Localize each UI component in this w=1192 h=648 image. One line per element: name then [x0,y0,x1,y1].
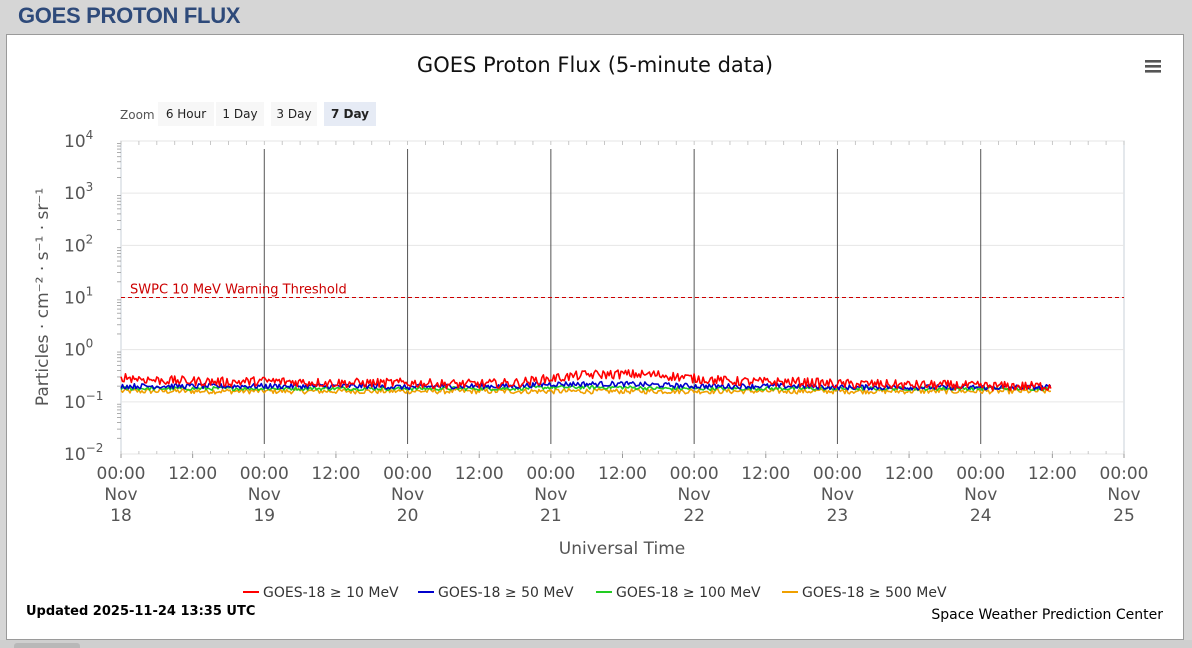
legend-item[interactable]: GOES-18 ≥ 500 MeV [782,585,947,601]
series-lines [120,369,1052,395]
zoom-button-3-day[interactable]: 3 Day [271,102,317,126]
y-tick-label: 100 [64,337,93,361]
x-tick-time: 00:00 [813,464,862,484]
x-tick-month: Nov [678,485,711,505]
y-tick-label: 103 [64,180,93,204]
updated-timestamp: Updated 2025-11-24 13:35 UTC [26,604,255,619]
page-title: GOES PROTON FLUX [18,3,241,28]
zoom-button-label: 1 Day [222,107,257,121]
x-tick-day: 18 [110,506,132,526]
y-tick-label: 104 [64,128,93,152]
legend-label: GOES-18 ≥ 50 MeV [438,585,574,601]
zoom-button-6-hour[interactable]: 6 Hour [158,102,214,126]
legend-item[interactable]: GOES-18 ≥ 100 MeV [596,585,761,601]
legend-label: GOES-18 ≥ 10 MeV [263,585,399,601]
x-tick-day: 20 [397,506,419,526]
x-tick-day: 21 [540,506,562,526]
x-tick-time: 12:00 [168,464,217,484]
x-tick-time: 00:00 [97,464,146,484]
x-tick-time: 12:00 [311,464,360,484]
x-tick-day: 22 [683,506,705,526]
y-tick-label: 102 [64,232,93,256]
series-line-4 [120,387,1052,395]
series-line-1 [120,369,1052,392]
zoom-button-1-day[interactable]: 1 Day [216,102,264,126]
x-tick-time: 00:00 [383,464,432,484]
zoom-label: Zoom [120,108,155,122]
x-tick-time: 12:00 [598,464,647,484]
zoom-button-7-day[interactable]: 7 Day [324,102,376,126]
x-tick-month: Nov [248,485,281,505]
series-line-2 [120,380,1052,391]
legend-label: GOES-18 ≥ 500 MeV [802,585,947,601]
zoom-button-label: 3 Day [276,107,311,121]
x-tick-time: 12:00 [455,464,504,484]
x-tick-month: Nov [534,485,567,505]
x-tick-time: 00:00 [240,464,289,484]
x-tick-month: Nov [104,485,137,505]
x-tick-month: Nov [1107,485,1140,505]
zoom-button-label: 6 Hour [166,107,206,121]
x-tick-time: 12:00 [1028,464,1077,484]
x-axis-title: Universal Time [559,539,685,559]
x-tick-time: 00:00 [956,464,1005,484]
zoom-buttons: 6 Hour 1 Day 3 Day 7 Day [158,102,376,126]
legend-item[interactable]: GOES-18 ≥ 10 MeV [243,585,399,601]
chart-title: GOES Proton Flux (5-minute data) [417,53,773,77]
y-tick-label: 101 [64,285,93,309]
hamburger-menu-icon[interactable] [1140,56,1166,78]
x-tick-day: 25 [1113,506,1135,526]
x-tick-time: 00:00 [526,464,575,484]
x-tick-time: 00:00 [1100,464,1149,484]
x-tick-time: 12:00 [741,464,790,484]
y-axis-title: Particles · cm⁻² · s⁻¹ · sr⁻¹ [33,188,53,406]
legend-label: GOES-18 ≥ 100 MeV [616,585,761,601]
x-tick-month: Nov [964,485,997,505]
y-tick-label: 10−1 [64,389,103,413]
page-header: GOES PROTON FLUX [0,0,1192,34]
zoom-button-label: 7 Day [331,107,369,121]
x-tick-time: 00:00 [670,464,719,484]
y-axis: 104 103 102 101 100 10−1 10−2 [64,128,121,465]
bottom-strip [0,640,1192,648]
credit-text: Space Weather Prediction Center [931,607,1163,623]
y-tick-label: 10−2 [64,441,103,465]
x-tick-day: 24 [970,506,992,526]
bottom-tab[interactable] [14,643,80,648]
x-tick-month: Nov [391,485,424,505]
legend-item[interactable]: GOES-18 ≥ 50 MeV [418,585,574,601]
x-tick-time: 12:00 [885,464,934,484]
legend: GOES-18 ≥ 10 MeV GOES-18 ≥ 50 MeV GOES-18 … [243,585,947,601]
threshold-label: SWPC 10 MeV Warning Threshold [130,283,347,298]
chart-panel [6,34,1184,640]
x-tick-day: 19 [253,506,275,526]
threshold-line: SWPC 10 MeV Warning Threshold [121,283,1124,298]
x-tick-month: Nov [821,485,854,505]
x-tick-day: 23 [827,506,849,526]
